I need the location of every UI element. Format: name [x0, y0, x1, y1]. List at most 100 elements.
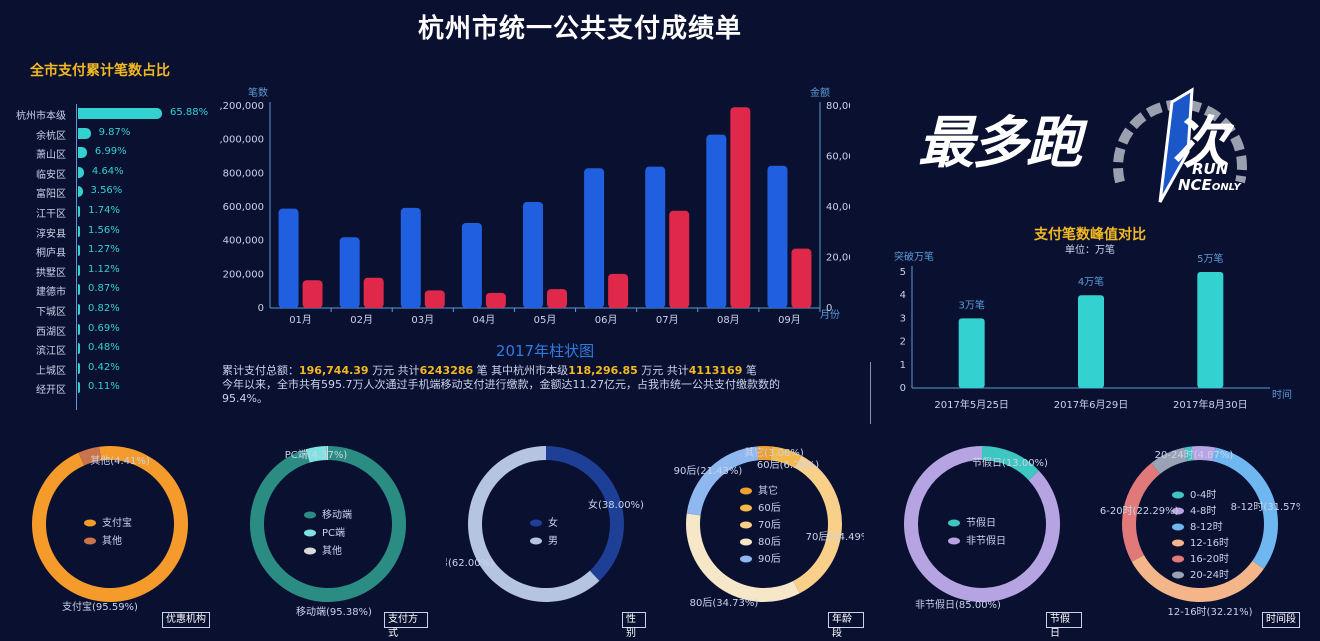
ranking-value: 1.12%	[88, 263, 120, 275]
ranking-bar	[78, 108, 162, 119]
legend-marker	[740, 538, 752, 546]
slice-label: 90后(21.43%)	[674, 465, 743, 477]
logo-text: 最多跑	[918, 111, 1082, 176]
donut-slice	[326, 446, 328, 461]
logo-run: RUN	[1192, 160, 1229, 178]
y2-tick-label: 60,000	[826, 152, 850, 163]
ranking-value: 0.48%	[88, 342, 120, 354]
bar-amount	[791, 248, 812, 308]
peak-y-tick-label: 2	[900, 337, 906, 348]
peak-y-tick-label: 3	[900, 313, 906, 324]
bar-count	[584, 168, 605, 308]
ranking-row: 富阳区 3.56%	[6, 182, 216, 200]
y-tick-label: 400,000	[223, 236, 264, 247]
logo-ci: 次	[1172, 111, 1228, 176]
slice-label: 女(38.00%)	[588, 498, 644, 511]
x-tick-label: 06月	[595, 314, 618, 326]
ranking-label: 杭州市本级	[16, 111, 66, 122]
ranking-bar	[78, 206, 81, 217]
ranking-row: 建德市 0.87%	[6, 280, 216, 298]
ranking-value: 0.42%	[88, 361, 120, 373]
ranking-value: 0.82%	[88, 303, 120, 314]
ranking-label: 富阳区	[36, 189, 66, 201]
chart-toggle-button[interactable]: 节假日	[1046, 612, 1082, 639]
y-tick-label: 1,200,000	[220, 101, 264, 112]
peak-bar	[958, 318, 985, 388]
legend-marker	[1172, 491, 1184, 499]
ranking-value: 1.74%	[88, 205, 120, 216]
y-tick-label: 800,000	[223, 168, 264, 179]
legend-marker	[530, 537, 542, 545]
peak-bar-label: 3万笔	[958, 298, 984, 311]
donut-slice	[305, 446, 327, 463]
slice-label: PC端(4.37%)	[285, 448, 348, 461]
y-tick-label: 1,000,000	[220, 135, 264, 146]
summary-text: 累计支付总额：196,744.39 万元 共计6243286 笔 其中杭州市本级…	[222, 364, 812, 406]
donut-chart-gender: 女男 女(38.00%) 男(62.00%) 性别	[446, 440, 646, 639]
ranking-label: 余杭区	[36, 130, 66, 142]
donut-slice	[982, 446, 1039, 481]
ranking-value: 0.69%	[88, 322, 120, 334]
legend-marker	[1172, 571, 1184, 579]
bar-amount	[669, 210, 690, 308]
summary-line-2: 今年以来，全市共有595.7万人次通过手机端移动支付进行缴款，金额达11.27亿…	[222, 378, 780, 405]
legend-label: 其他	[322, 544, 342, 557]
y2-tick-label: 40,000	[826, 202, 850, 213]
ranking-bar	[78, 127, 91, 139]
ranking-title: 全市支付累计笔数占比	[30, 63, 170, 79]
summary-line-1: 累计支付总额：196,744.39 万元 共计6243286 笔 其中杭州市本级…	[222, 364, 757, 377]
legend-label: 12-16时	[1190, 537, 1229, 549]
legend-label: 20-24时	[1190, 569, 1229, 581]
ranking-bar	[78, 264, 80, 276]
main-chart-title: 2017年柱状图	[495, 342, 595, 360]
ranking-bar	[78, 186, 83, 198]
ranking-row: 桐庐县 1.27%	[6, 241, 216, 259]
ranking-row: 滨江区 0.48%	[6, 339, 216, 357]
legend-marker	[1172, 555, 1184, 563]
slice-label: 节假日(13.00%)	[972, 456, 1048, 469]
y-tick-label: 600,000	[223, 202, 264, 213]
ranking-row: 临安区 4.64%	[6, 163, 216, 181]
legend-label: 支付宝	[102, 516, 132, 529]
chart-toggle-button[interactable]: 年龄段	[828, 612, 864, 639]
legend-label: 16-20时	[1190, 553, 1229, 565]
run-once-logo: 最多跑 次 RUN NCEONLY	[910, 70, 1290, 220]
bar-count	[461, 222, 482, 308]
legend-label: 节假日	[966, 516, 996, 529]
peak-x-tick-label: 2017年6月29日	[1054, 398, 1129, 411]
legend-marker	[304, 547, 316, 555]
legend-marker	[1172, 523, 1184, 531]
legend-label: 非节假日	[966, 534, 1006, 547]
peak-bar	[1197, 272, 1224, 388]
chart-toggle-button[interactable]: 支付方式	[384, 612, 428, 639]
peak-y-tick-label: 1	[900, 360, 906, 371]
chart-toggle-button[interactable]: 性别	[622, 612, 646, 639]
ranking-bar	[78, 362, 80, 374]
ranking-row: 拱墅区 1.12%	[6, 261, 216, 279]
ranking-row: 下城区 0.82%	[6, 300, 216, 318]
chart-toggle-button[interactable]: 时间段	[1262, 612, 1300, 628]
donut-slice	[78, 446, 102, 466]
donut-chart-holiday: 节假日 非节假日 节假日(13.00%) 非节假日(85.00%) 节假日	[882, 440, 1082, 639]
peak-bar	[1078, 295, 1104, 388]
donut-chart-discount: 支付宝 其他 支付宝(95.59%) 其他(4.41%) 优惠机构	[10, 440, 210, 629]
ranking-value: 0.11%	[88, 381, 120, 393]
ranking-bar	[78, 284, 80, 296]
legend-label: 0-4时	[1190, 489, 1216, 501]
ranking-list: 杭州市本级 65.88% 余杭区 9.87% 萧山区 6.99% 临安区 4.64% 富阳区 3.…	[6, 104, 216, 414]
bar-count	[339, 237, 360, 308]
chart-toggle-button[interactable]: 优惠机构	[162, 612, 210, 628]
x-tick-label: 05月	[534, 314, 557, 326]
logo-ring-icon	[1113, 87, 1247, 203]
ranking-label: 萧山区	[36, 150, 66, 162]
ranking-bar	[78, 304, 80, 315]
legend-marker	[948, 537, 960, 545]
x-tick-label: 01月	[289, 314, 312, 326]
peak-x-axis-unit: 时间	[1272, 388, 1292, 401]
slice-label: 70后(34.49%)	[806, 531, 864, 543]
slice-label: 支付宝(95.59%)	[62, 600, 138, 613]
